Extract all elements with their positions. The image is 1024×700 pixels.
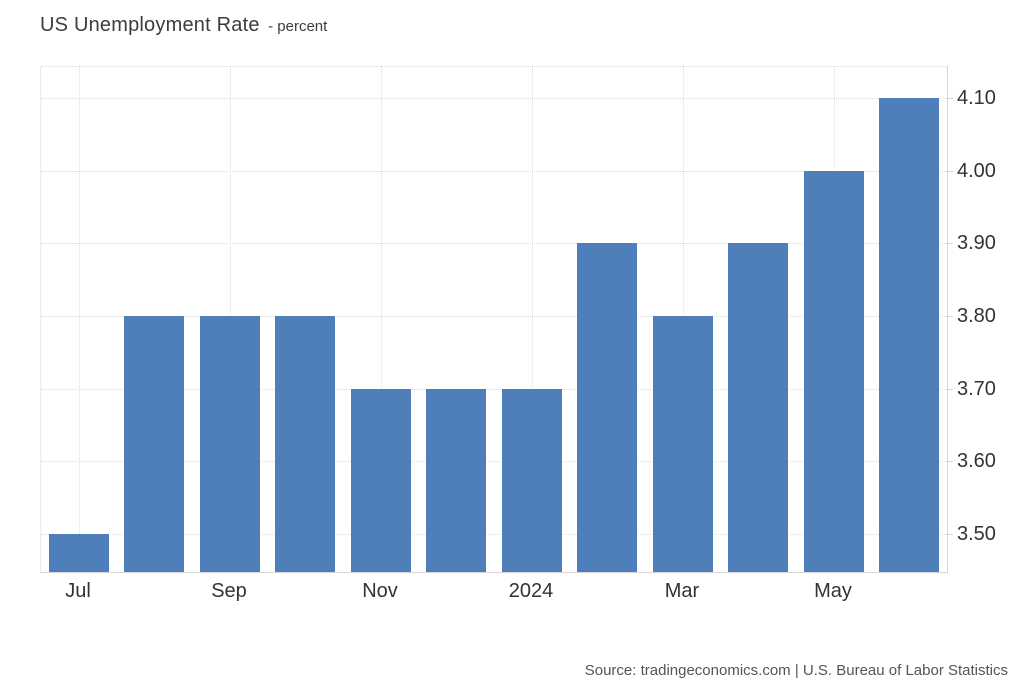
bar-jun-2024[interactable]: [879, 98, 939, 572]
y-tick-mark: [947, 461, 953, 462]
y-grid-line: [41, 389, 947, 390]
y-tick-label: 3.80: [957, 305, 996, 327]
bar-may-2024[interactable]: [804, 171, 864, 572]
y-tick-label: 3.90: [957, 232, 996, 254]
y-tick-mark: [947, 389, 953, 390]
bar-sep-2023[interactable]: [200, 316, 260, 572]
x-tick-label: Mar: [664, 580, 700, 602]
x-tick-label: 2024: [508, 580, 554, 602]
chart-title: US Unemployment Rate: [40, 14, 260, 36]
y-tick-label: 3.50: [957, 523, 996, 545]
y-grid-line: [41, 461, 947, 462]
chart-subtitle: - percent: [268, 18, 328, 35]
y-tick-label: 4.10: [957, 87, 996, 109]
source-attribution: Source: tradingeconomics.com | U.S. Bure…: [584, 662, 1008, 679]
bar-jan-2024[interactable]: [502, 389, 562, 572]
y-tick-mark: [947, 316, 953, 317]
y-tick-label: 3.60: [957, 450, 996, 472]
x-grid-line: [79, 66, 80, 572]
y-tick-label: 3.70: [957, 378, 996, 400]
y-tick-mark: [947, 243, 953, 244]
chart-header: US Unemployment Rate - percent: [40, 14, 327, 37]
x-tick-label: Jul: [65, 580, 91, 602]
bar-mar-2024[interactable]: [653, 316, 713, 572]
x-grid-line: [381, 66, 382, 572]
plot-area: [40, 66, 948, 573]
y-grid-line: [41, 243, 947, 244]
bar-apr-2024[interactable]: [728, 243, 788, 572]
y-grid-line: [41, 534, 947, 535]
y-grid-line-top: [41, 66, 947, 67]
x-tick-label: May: [814, 580, 852, 602]
y-grid-line: [41, 316, 947, 317]
y-tick-mark: [947, 171, 953, 172]
y-grid-line: [41, 171, 947, 172]
bar-jul-2023[interactable]: [49, 534, 109, 572]
y-tick-mark: [947, 534, 953, 535]
bar-dec-2023[interactable]: [426, 389, 486, 572]
bar-oct-2023[interactable]: [275, 316, 335, 572]
bar-nov-2023[interactable]: [351, 389, 411, 572]
bar-aug-2023[interactable]: [124, 316, 184, 572]
y-tick-label: 4.00: [957, 160, 996, 182]
y-tick-mark: [947, 98, 953, 99]
x-grid-line: [532, 66, 533, 572]
bar-feb-2024[interactable]: [577, 243, 637, 572]
y-grid-line: [41, 98, 947, 99]
x-tick-label: Nov: [362, 580, 398, 602]
x-tick-label: Sep: [211, 580, 247, 602]
